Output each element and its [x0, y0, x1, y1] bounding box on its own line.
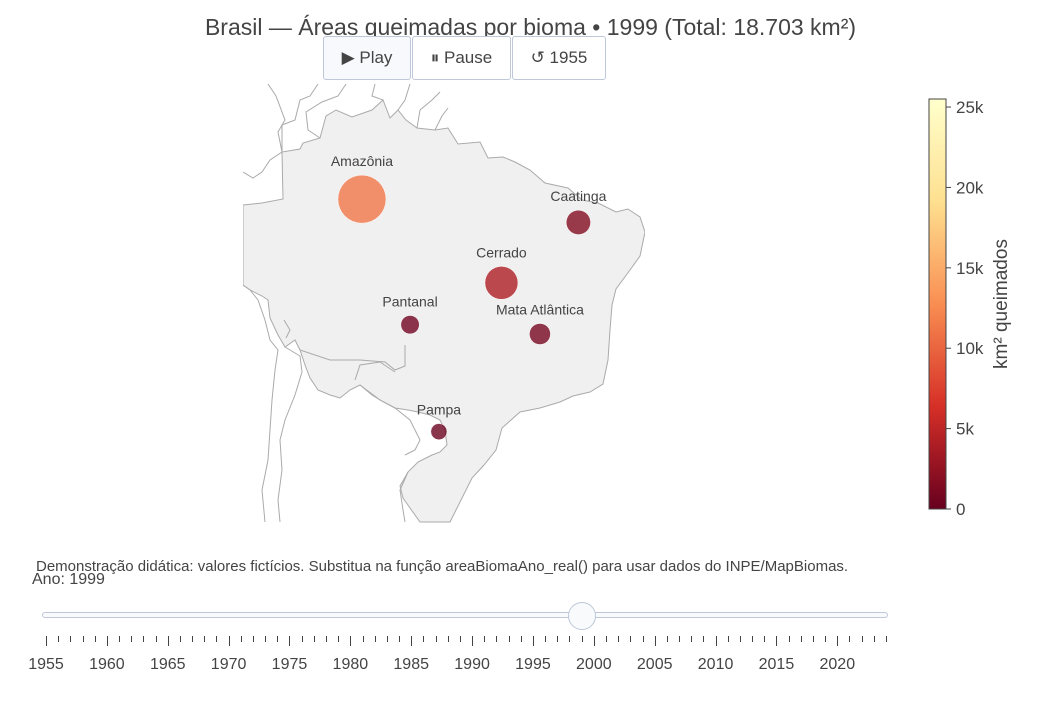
biome-marker-5[interactable]	[430, 423, 448, 441]
colorbar-gradient	[928, 98, 947, 510]
slider-year-label-10[interactable]: 2005	[637, 656, 673, 673]
slider-year-label-6[interactable]: 1985	[393, 656, 429, 673]
slider-year-label-4[interactable]: 1975	[272, 656, 308, 673]
colorbar-tick-label-0: 0	[956, 500, 965, 519]
colorbar-tick-label-1: 5k	[956, 420, 974, 439]
year-slider-handle[interactable]	[567, 602, 596, 630]
biome-label-1: Caatinga	[550, 188, 606, 204]
slider-year-label-9[interactable]: 2000	[576, 656, 612, 673]
play-button[interactable]: ▶ Play	[323, 36, 411, 80]
neighbor-borders	[243, 84, 449, 523]
biome-marker-3[interactable]	[400, 315, 420, 335]
slider-year-label-12[interactable]: 2015	[759, 656, 795, 673]
slider-year-label-13[interactable]: 2020	[820, 656, 856, 673]
slider-year-label-1[interactable]: 1960	[89, 656, 125, 673]
pause-button[interactable]: ⏸ Pause	[412, 36, 511, 80]
slider-current-value: Ano: 1999	[32, 571, 105, 588]
slider-year-label-3[interactable]: 1970	[211, 656, 247, 673]
biome-marker-1[interactable]	[565, 209, 591, 235]
colorbar-tick-label-2: 10k	[956, 339, 984, 358]
biome-markers: Amazônia Caatinga Cerrado Pantanal Mata Atlâ…	[331, 153, 607, 441]
slider-year-label-0[interactable]: 1955	[28, 656, 64, 673]
biome-label-4: Mata Atlântica	[496, 301, 584, 317]
biome-marker-2[interactable]	[484, 266, 519, 300]
slider-year-label-7[interactable]: 1990	[454, 656, 490, 673]
colorbar-tick-label-5: 25k	[956, 98, 984, 117]
year-slider-ticks: 1955 1960 1965 1970 1975 1980 1985 1990 1995 2000…	[28, 636, 887, 673]
colorbar-tick-label-3: 15k	[956, 259, 984, 278]
demo-note: Demonstração didática: valores fictícios…	[36, 558, 849, 575]
geo-layer	[243, 84, 645, 523]
colorbar: 0 5k 10k 15k 20k 25k km² queimados	[928, 98, 1012, 519]
slider-year-label-11[interactable]: 2010	[698, 656, 734, 673]
biome-label-5: Pampa	[417, 402, 462, 418]
colorbar-tick-label-4: 20k	[956, 178, 984, 197]
chart-title: Brasil — Áreas queimadas por bioma • 199…	[204, 14, 857, 40]
colorbar-title: km² queimados	[991, 239, 1012, 369]
biome-marker-0[interactable]	[337, 174, 387, 224]
year-slider-track[interactable]	[42, 612, 888, 618]
map-area: Amazônia Caatinga Cerrado Pantanal Mata Atlâ…	[243, 84, 1012, 523]
slider-year-label-2[interactable]: 1965	[150, 656, 186, 673]
slider-year-label-8[interactable]: 1995	[515, 656, 551, 673]
biome-label-2: Cerrado	[476, 244, 527, 260]
biome-marker-4[interactable]	[529, 323, 551, 345]
biome-label-3: Pantanal	[382, 293, 437, 309]
biome-label-0: Amazônia	[331, 153, 393, 169]
slider-year-label-5[interactable]: 1980	[333, 656, 369, 673]
reset-year-button[interactable]: ↺ 1955	[512, 36, 606, 80]
